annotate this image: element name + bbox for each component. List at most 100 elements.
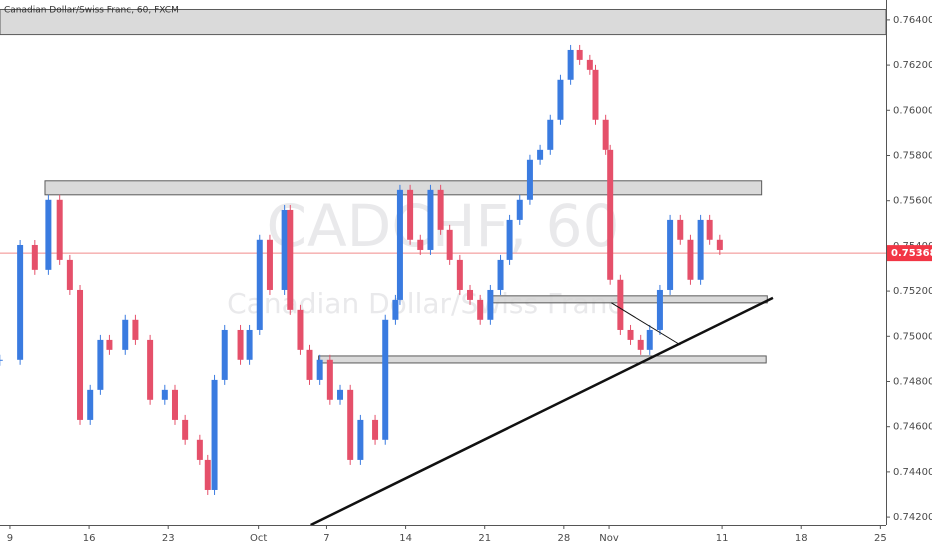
- y-tick-label: 0.75200: [893, 286, 932, 297]
- candle: [147, 339, 154, 400]
- candle: [171, 389, 178, 420]
- candle: [667, 219, 674, 290]
- candle: [357, 419, 364, 460]
- x-tick-label: 14: [399, 533, 412, 544]
- x-tick-label: 23: [162, 533, 175, 544]
- y-tick-label: 0.76400: [893, 15, 932, 26]
- zone: [0, 8, 887, 36]
- x-tick-label: 16: [83, 533, 96, 544]
- candle: [306, 349, 313, 380]
- candle: [487, 289, 494, 320]
- candle: [182, 419, 189, 440]
- x-tick-label: 21: [478, 533, 491, 544]
- candle: [122, 319, 129, 350]
- candle: [456, 259, 463, 290]
- watermark-subtitle: Canadian Dollar/Swiss Franc: [227, 287, 623, 320]
- candle: [0, 359, 3, 361]
- candle: [256, 239, 263, 330]
- candle: [326, 359, 333, 400]
- candle: [132, 319, 139, 340]
- candle: [45, 199, 52, 270]
- candle: [392, 299, 399, 320]
- x-tick-label: 18: [795, 533, 808, 544]
- candle: [646, 329, 653, 350]
- candle: [677, 219, 684, 240]
- candle: [557, 79, 564, 120]
- zone: [318, 355, 767, 364]
- candle: [567, 49, 574, 80]
- y-tick-label: 0.74800: [893, 376, 932, 387]
- candle: [237, 329, 244, 360]
- candle: [66, 259, 73, 290]
- candle: [687, 239, 694, 280]
- candle: [17, 244, 24, 360]
- y-tick-label: 0.75800: [893, 150, 932, 161]
- candle: [281, 209, 288, 290]
- zone: [44, 180, 763, 196]
- candle: [31, 244, 38, 270]
- candle: [347, 389, 354, 460]
- candle: [396, 189, 403, 300]
- last-price-box: [887, 245, 932, 262]
- candle: [586, 59, 593, 70]
- candle: [221, 329, 228, 380]
- candle: [316, 359, 323, 380]
- candle: [547, 119, 554, 150]
- candle: [246, 329, 253, 360]
- last-price-label: 0.75368: [891, 248, 932, 259]
- y-tick-label: 0.74400: [893, 467, 932, 478]
- y-tick-label: 0.74200: [893, 512, 932, 523]
- candle: [576, 49, 583, 60]
- candle: [266, 239, 273, 290]
- y-tick-label: 0.74600: [893, 422, 932, 433]
- candle: [337, 389, 344, 400]
- x-tick-label: Oct: [250, 533, 267, 544]
- candle: [204, 459, 211, 490]
- candle: [87, 389, 94, 420]
- candle: [697, 219, 704, 280]
- candle: [287, 209, 294, 310]
- candle: [437, 189, 444, 230]
- candle: [77, 289, 84, 420]
- x-tick-label: 28: [557, 533, 570, 544]
- candle: [627, 329, 634, 340]
- candle: [602, 119, 609, 150]
- trend-line: [611, 302, 681, 346]
- candle: [211, 379, 218, 490]
- y-tick-label: 0.76200: [893, 60, 932, 71]
- candle: [656, 289, 663, 330]
- candle: [106, 339, 113, 350]
- candle: [467, 289, 474, 300]
- candle: [607, 149, 614, 280]
- candle: [196, 439, 203, 460]
- x-tick-label: 11: [716, 533, 729, 544]
- candle: [427, 189, 434, 250]
- y-tick-label: 0.76000: [893, 105, 932, 116]
- zone: [492, 295, 768, 304]
- candle: [382, 319, 389, 440]
- x-tick-label: 25: [874, 533, 887, 544]
- trend-line: [310, 296, 774, 527]
- candle: [446, 229, 453, 260]
- candle: [417, 239, 424, 250]
- candle: [537, 149, 544, 160]
- x-tick-label: Nov: [599, 533, 619, 544]
- candle: [297, 309, 304, 350]
- x-tick-label: 9: [7, 533, 13, 544]
- candle: [372, 419, 379, 440]
- chart-title: Canadian Dollar/Swiss Franc, 60, FXCM: [4, 6, 179, 16]
- candle: [592, 69, 599, 120]
- candle: [516, 199, 523, 220]
- y-tick-label: 0.75000: [893, 331, 932, 342]
- candle: [97, 339, 104, 390]
- candle: [56, 199, 63, 260]
- candle: [161, 389, 168, 400]
- candle: [477, 299, 484, 320]
- candle: [407, 189, 414, 240]
- candle: [506, 219, 513, 260]
- candle: [706, 219, 713, 240]
- candle: [526, 159, 533, 200]
- candle: [637, 339, 644, 350]
